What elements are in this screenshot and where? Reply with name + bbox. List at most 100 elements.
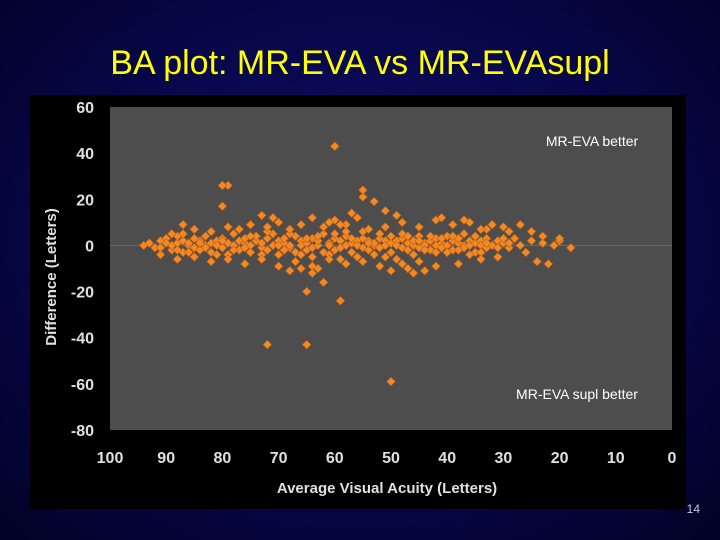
y-tick-label: -40	[71, 331, 94, 348]
data-point	[273, 249, 284, 260]
data-point	[470, 231, 481, 241]
data-point	[183, 238, 194, 248]
data-point	[453, 259, 464, 269]
y-tick-label: 60	[76, 100, 94, 117]
data-point	[403, 231, 413, 241]
y-tick-label: -80	[71, 423, 94, 440]
data-point	[144, 238, 155, 248]
data-point	[167, 229, 177, 239]
data-point	[504, 238, 514, 248]
data-point	[313, 263, 323, 274]
data-point	[391, 240, 402, 251]
data-point	[453, 245, 464, 255]
data-point	[442, 247, 452, 258]
data-point	[273, 261, 284, 271]
data-point	[285, 224, 295, 235]
x-tick-labels: 100 90 80 70 60 50 40 30 20 10 0	[97, 450, 677, 467]
data-point	[257, 254, 267, 264]
data-point	[217, 236, 228, 246]
data-point	[375, 229, 385, 239]
data-point	[262, 222, 273, 232]
data-point	[172, 245, 183, 255]
data-point	[436, 213, 447, 223]
data-point	[369, 249, 379, 260]
data-point	[341, 226, 351, 237]
data-point	[285, 240, 295, 251]
data-point	[341, 259, 351, 269]
data-point	[318, 277, 329, 288]
data-point	[431, 247, 441, 258]
data-point	[358, 185, 368, 195]
data-point	[386, 376, 396, 387]
data-point	[459, 215, 469, 225]
data-point	[228, 229, 239, 239]
data-point	[425, 231, 436, 241]
data-point	[431, 261, 441, 271]
data-point	[363, 224, 374, 235]
data-point	[217, 201, 228, 211]
data-point	[307, 252, 318, 262]
y-tick-label: 20	[76, 192, 94, 209]
data-point	[245, 231, 256, 241]
data-point	[476, 224, 486, 235]
data-point	[352, 213, 363, 223]
data-point	[358, 243, 368, 253]
data-point	[335, 254, 346, 264]
data-point	[352, 252, 363, 262]
data-point	[515, 219, 525, 230]
data-point	[307, 213, 318, 223]
data-point	[178, 219, 188, 230]
data-point	[301, 339, 312, 350]
data-point	[178, 229, 188, 239]
data-point	[223, 254, 233, 264]
data-point	[419, 245, 430, 255]
data-point	[363, 238, 374, 248]
data-point	[206, 256, 216, 267]
data-point	[240, 243, 250, 253]
data-point	[380, 252, 391, 262]
data-point	[487, 219, 497, 230]
data-point	[476, 254, 486, 264]
data-point	[268, 213, 278, 223]
x-tick-label: 0	[668, 450, 677, 467]
data-point	[515, 240, 525, 251]
data-point	[335, 219, 346, 230]
data-point	[464, 249, 475, 260]
data-point	[414, 222, 424, 232]
data-point	[200, 231, 211, 241]
data-point	[346, 247, 357, 258]
data-point	[391, 254, 402, 264]
data-point	[493, 252, 503, 262]
data-markers	[138, 141, 576, 387]
data-point	[397, 229, 407, 239]
data-point	[189, 224, 200, 235]
data-point	[346, 208, 357, 218]
data-point	[363, 245, 374, 255]
data-point	[307, 268, 318, 278]
data-point	[273, 240, 284, 251]
data-point	[285, 266, 295, 276]
y-tick-label: -60	[71, 377, 94, 394]
x-tick-label: 100	[97, 450, 124, 467]
data-point	[183, 247, 194, 258]
data-point	[369, 196, 379, 207]
data-point	[386, 266, 396, 276]
data-point	[504, 226, 514, 237]
y-axis-label: Difference (Letters)	[43, 208, 60, 346]
data-point	[375, 261, 385, 271]
data-point	[566, 243, 576, 253]
data-point	[257, 210, 267, 221]
x-tick-label: 70	[270, 450, 288, 467]
y-tick-labels: 60 40 20 0 -20 -40 -60 -80	[71, 100, 94, 440]
data-point	[386, 231, 396, 241]
data-point	[408, 249, 419, 260]
data-point	[481, 238, 492, 248]
data-point	[346, 233, 357, 244]
data-point	[262, 339, 273, 350]
data-point	[296, 249, 306, 260]
data-point	[262, 245, 273, 255]
data-point	[296, 263, 306, 274]
data-point	[318, 222, 329, 232]
y-tick-label: -20	[71, 285, 94, 302]
